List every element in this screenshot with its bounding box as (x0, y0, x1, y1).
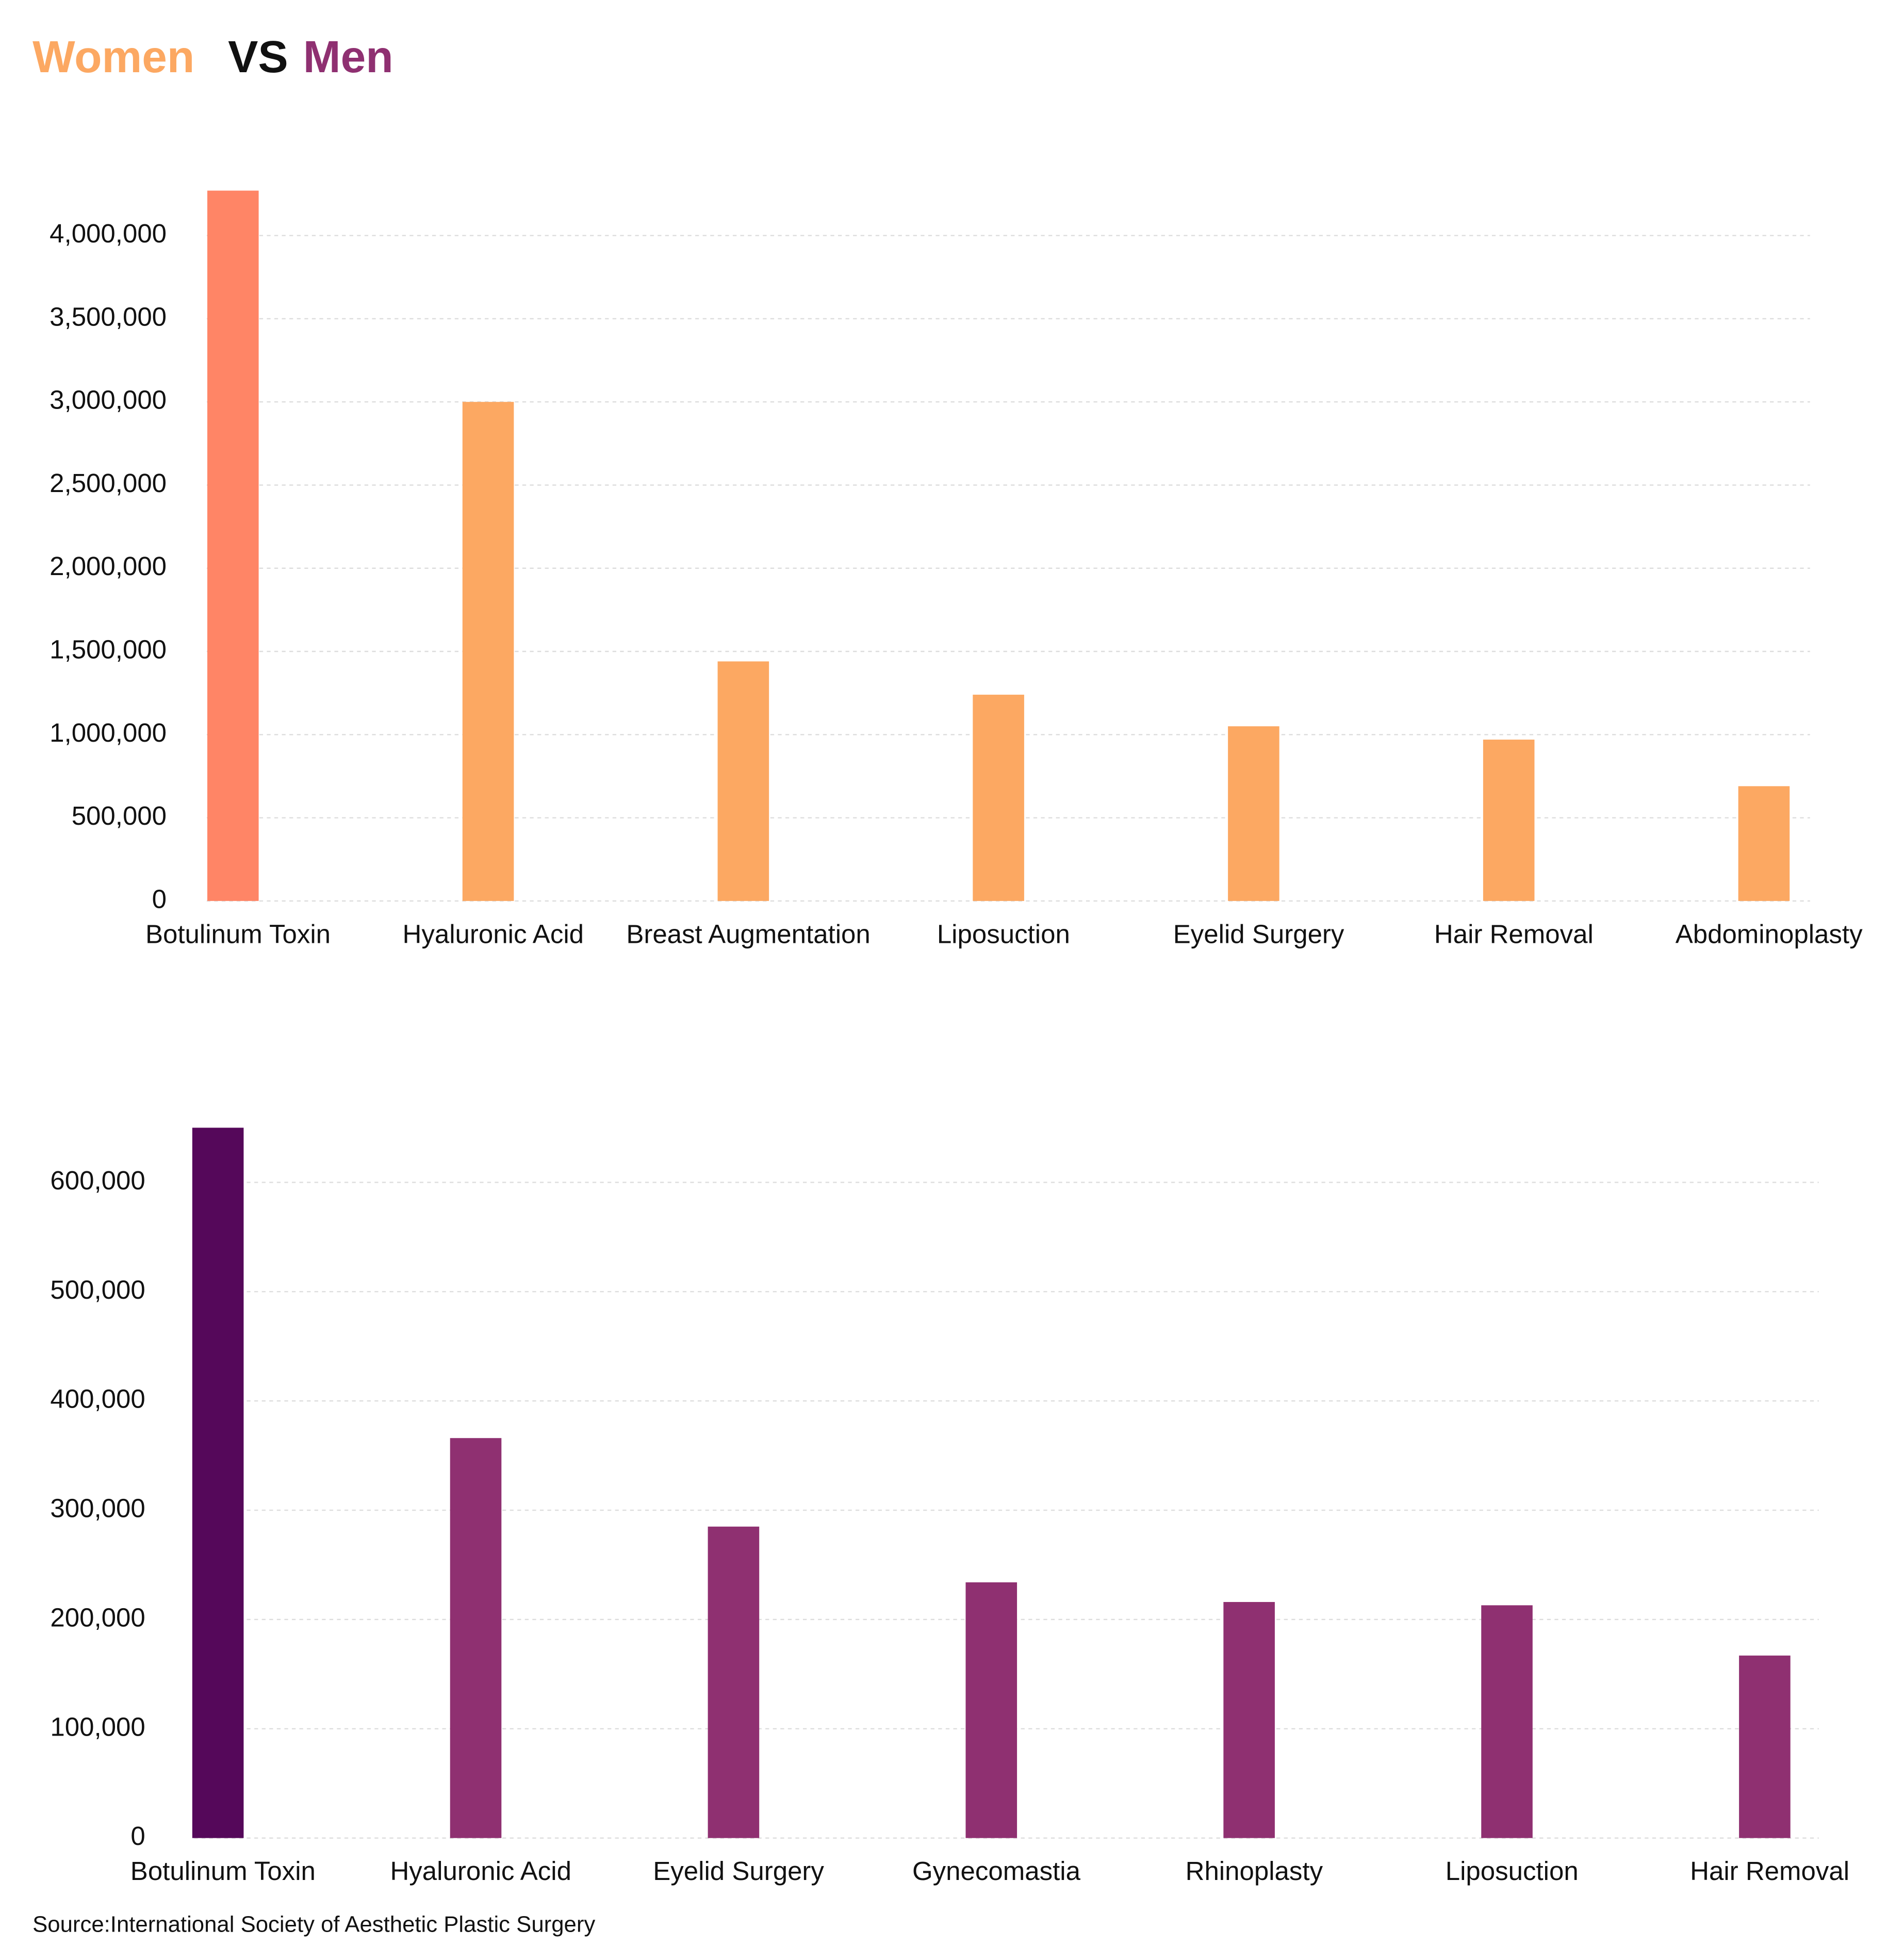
y-tick-label: 500,000 (72, 801, 167, 830)
x-tick-label: Rhinoplasty (1186, 1856, 1323, 1886)
bar (207, 190, 259, 901)
bar (462, 402, 514, 901)
title-women: Women (32, 31, 194, 82)
title-vs: VS (228, 31, 288, 82)
x-tick-label: Eyelid Surgery (1173, 919, 1344, 949)
title-men: Men (303, 31, 393, 82)
bar (708, 1526, 760, 1838)
y-tick-label: 3,500,000 (50, 302, 167, 331)
x-tick-label: Botulinum Toxin (145, 919, 331, 949)
x-tick-label: Liposuction (937, 919, 1070, 949)
bar (1223, 1602, 1275, 1838)
bar (1739, 1655, 1791, 1838)
y-tick-label: 1,500,000 (50, 634, 167, 664)
x-tick-label: Abdominoplasty (1676, 919, 1863, 949)
bar (1483, 739, 1535, 901)
y-tick-label: 200,000 (50, 1602, 145, 1632)
x-tick-label: Eyelid Surgery (653, 1856, 824, 1886)
x-tick-label: Breast Augmentation (626, 919, 870, 949)
y-tick-label: 600,000 (50, 1166, 145, 1195)
y-tick-label: 1,000,000 (50, 718, 167, 747)
bar (973, 694, 1024, 901)
bar (450, 1438, 502, 1838)
x-tick-label: Liposuction (1446, 1856, 1579, 1886)
bar (1481, 1605, 1533, 1838)
x-tick-label: Hair Removal (1690, 1856, 1849, 1886)
x-tick-label: Hyaluronic Acid (390, 1856, 571, 1886)
bar (1738, 786, 1790, 901)
bar (965, 1582, 1017, 1838)
y-tick-label: 4,000,000 (50, 219, 167, 248)
y-tick-label: 400,000 (50, 1384, 145, 1414)
y-tick-label: 3,000,000 (50, 385, 167, 415)
y-tick-label: 2,500,000 (50, 468, 167, 498)
y-tick-label: 0 (152, 884, 167, 913)
x-tick-label: Gynecomastia (912, 1856, 1081, 1886)
y-tick-label: 300,000 (50, 1494, 145, 1523)
y-tick-label: 2,000,000 (50, 551, 167, 581)
source: Source:International Society of Aestheti… (32, 1911, 595, 1937)
x-tick-label: Hyaluronic Acid (403, 919, 584, 949)
x-tick-label: Botulinum Toxin (130, 1856, 316, 1886)
bar (192, 1127, 244, 1838)
y-tick-label: 500,000 (50, 1275, 145, 1304)
y-tick-label: 0 (130, 1821, 145, 1851)
bar (1228, 726, 1279, 901)
x-tick-label: Hair Removal (1434, 919, 1594, 949)
y-tick-label: 100,000 (50, 1712, 145, 1741)
bar (717, 661, 769, 901)
